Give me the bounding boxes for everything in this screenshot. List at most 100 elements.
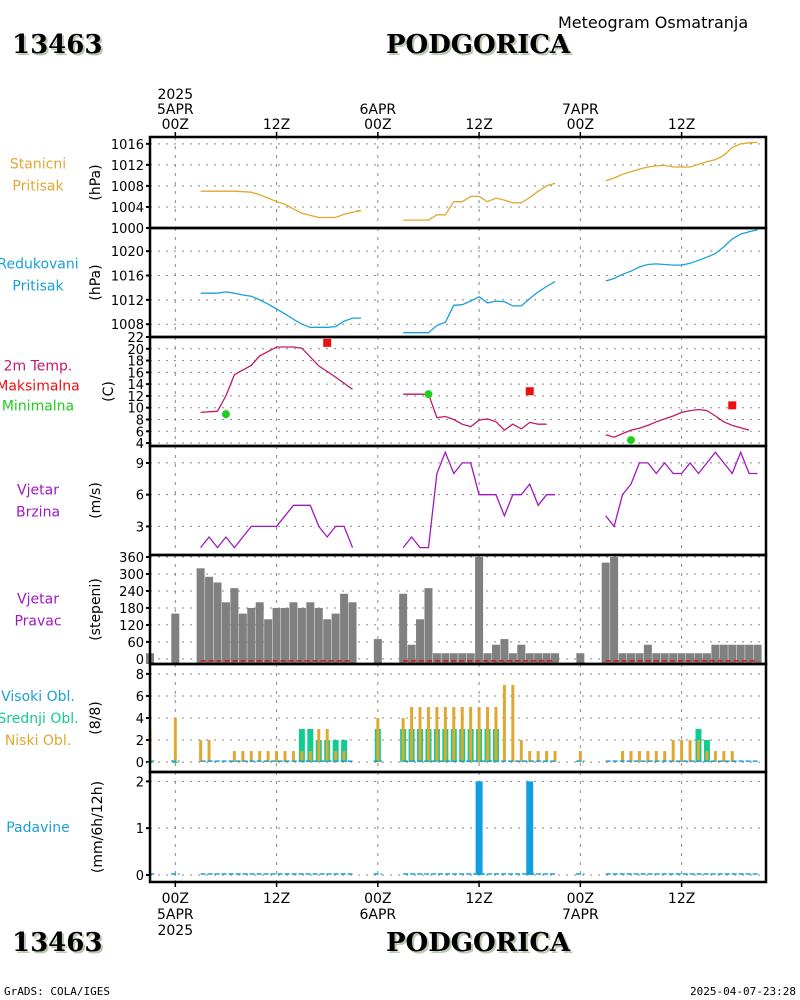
credit-text: GrADS: COLA/IGES (4, 985, 110, 998)
bar-niski-obl- (241, 751, 245, 763)
top-x-label: 5APR (157, 102, 194, 118)
bar-niski-obl- (621, 751, 625, 763)
panel-station-pressure: 1000 1004 1008 1012 1016 (hPa) Stanicni Pritisa… (10, 135, 768, 237)
bar-niski-obl- (671, 740, 675, 763)
bar-vjetar-pravac (702, 653, 711, 664)
bar-vjetar-pravac (297, 607, 306, 664)
y-tick-label: 180 (119, 602, 144, 617)
bar-vjetar-pravac (745, 644, 754, 664)
bar-vjetar-pravac (281, 607, 290, 664)
bar-vjetar-pravac (542, 653, 551, 664)
y-tick-label: 3 (136, 520, 144, 535)
axis-unit-label: (hPa) (88, 264, 104, 300)
bar-niski-obl- (680, 740, 684, 763)
bar-srednji-obl- (172, 762, 179, 764)
y-tick-label: 20 (127, 343, 144, 358)
y-tick-label: 1012 (111, 159, 144, 174)
bar-niski-obl- (730, 751, 734, 763)
bar-niski-obl- (688, 740, 692, 763)
bar-padavine (526, 781, 534, 875)
y-tick-label: 0 (136, 756, 144, 771)
y-tick-label: 1008 (111, 318, 144, 333)
axis-unit-label: (m/s) (88, 482, 104, 519)
bar-niski-obl- (325, 729, 329, 763)
y-tick-label: 9 (136, 457, 144, 472)
bar-niski-obl- (477, 706, 481, 763)
panel-label: Srednji Obl. (0, 711, 79, 727)
bar-niski-obl- (722, 751, 726, 763)
series-line-vjetar-brzina (402, 450, 555, 549)
bar-niski-obl- (545, 751, 549, 763)
top-x-label: 6APR (360, 102, 397, 118)
y-tick-label: 120 (119, 619, 144, 634)
panel-label: Niski Obl. (5, 733, 71, 749)
bar-vjetar-pravac (635, 653, 644, 664)
y-tick-label: 6 (136, 425, 144, 440)
bar-vjetar-pravac (500, 639, 509, 664)
bar-niski-obl- (258, 751, 262, 763)
bar-niski-obl- (275, 751, 279, 763)
y-tick-label: 6 (136, 690, 144, 705)
bar-niski-obl- (469, 706, 473, 763)
panel-frame (148, 135, 768, 230)
bar-vjetar-pravac (247, 607, 256, 664)
bar-niski-obl- (283, 751, 287, 763)
bar-vjetar-pravac (466, 653, 475, 664)
bar-vjetar-pravac (213, 582, 222, 664)
bar-niski-obl- (654, 751, 658, 763)
bar-niski-obl- (334, 751, 338, 763)
bar-vjetar-pravac (238, 613, 247, 664)
bottom-x-label: 5APR (157, 907, 194, 923)
bar-niski-obl- (308, 751, 312, 763)
bar-niski-obl- (291, 751, 295, 763)
bar-niski-obl- (435, 706, 439, 763)
bar-vjetar-pravac (610, 556, 619, 664)
series-line-2m-temp- (403, 393, 547, 431)
series-line-vjetar-brzina (605, 450, 758, 528)
tmax-marker (525, 387, 534, 396)
top-x-label: 2025 (157, 87, 193, 103)
top-x-label: 00Z (162, 117, 189, 133)
panel-label: Maksimalna (0, 379, 80, 395)
panel-label: Pravac (14, 614, 61, 630)
bar-vjetar-pravac (340, 593, 349, 664)
panel-wind-speed: 3 6 9 (m/s) Vjetar Brzina (16, 444, 768, 557)
y-tick-label: 1000 (111, 222, 144, 237)
bar-niski-obl- (207, 740, 211, 763)
bar-srednji-obl- (307, 729, 314, 763)
bar-niski-obl- (418, 706, 422, 763)
panel-label: Vjetar (17, 483, 59, 499)
bar-padavine (475, 781, 483, 875)
panel-reduced-pressure: 1008 1012 1016 1020 (hPa) Redukovani Pritisak (0, 226, 768, 339)
bar-niski-obl- (519, 740, 523, 763)
y-tick-label: 22 (127, 331, 144, 346)
y-tick-label: 60 (127, 636, 144, 651)
bar-vjetar-pravac (331, 613, 340, 664)
tmin-marker (424, 390, 433, 399)
y-tick-label: 1020 (111, 245, 144, 260)
bar-vjetar-pravac (306, 602, 315, 664)
bar-niski-obl- (300, 751, 304, 763)
panel-label: Brzina (16, 505, 60, 521)
bar-vjetar-pravac (348, 602, 357, 664)
bar-vjetar-pravac (618, 653, 627, 664)
y-tick-label: 360 (119, 551, 144, 566)
panel-label: Padavine (6, 820, 70, 836)
bar-niski-obl- (426, 706, 430, 763)
bar-niski-obl- (460, 706, 464, 763)
bar-vjetar-pravac (719, 644, 728, 664)
tmax-marker (323, 338, 332, 347)
y-tick-label: 8 (136, 668, 144, 683)
y-tick-label: 14 (127, 378, 144, 393)
y-tick-label: 1016 (111, 138, 144, 153)
panel-label: 2m Temp. (4, 359, 73, 375)
bottom-x-label: 2025 (157, 923, 193, 939)
bar-vjetar-pravac (432, 653, 441, 664)
bar-niski-obl- (646, 751, 650, 763)
panel-clouds: 0 2 4 6 8 (8/8) Visoki Obl. Srednji Obl. Niski O… (0, 662, 768, 774)
y-tick-label: 300 (119, 568, 144, 583)
bottom-x-label: 00Z (364, 891, 391, 907)
series-line-redukovani-pritisak (200, 291, 361, 328)
bar-niski-obl- (553, 751, 557, 763)
